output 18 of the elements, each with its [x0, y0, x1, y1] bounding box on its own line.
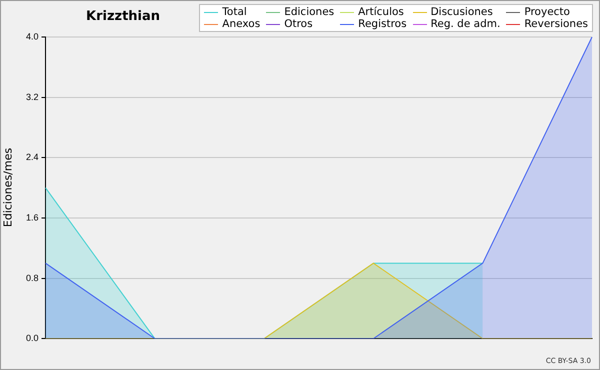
y-tick-label: 1.6: [26, 212, 39, 222]
y-tick-label: 3.2: [26, 92, 39, 102]
legend-label: Registros: [357, 18, 407, 30]
y-tick-label: 0.8: [26, 272, 39, 283]
legend-label: Proyecto: [523, 6, 571, 18]
legend-label: Ediciones: [283, 6, 334, 18]
chart-title: Krizzthian: [86, 9, 160, 24]
legend-label: Artículos: [357, 6, 405, 18]
legend-label: Anexos: [221, 18, 260, 30]
y-tick-label: 4.0: [26, 31, 39, 42]
legend-label: Reversiones: [523, 18, 588, 30]
y-tick-label: 0.0: [26, 333, 39, 344]
legend-label: Reg. de adm.: [430, 18, 500, 30]
y-axis-title: Ediciones/mes: [2, 146, 14, 230]
legend-label: Total: [221, 6, 248, 18]
legend-label: Discusiones: [430, 6, 494, 18]
y-tick-label: 2.4: [26, 152, 39, 162]
legend-label: Otros: [283, 18, 314, 30]
